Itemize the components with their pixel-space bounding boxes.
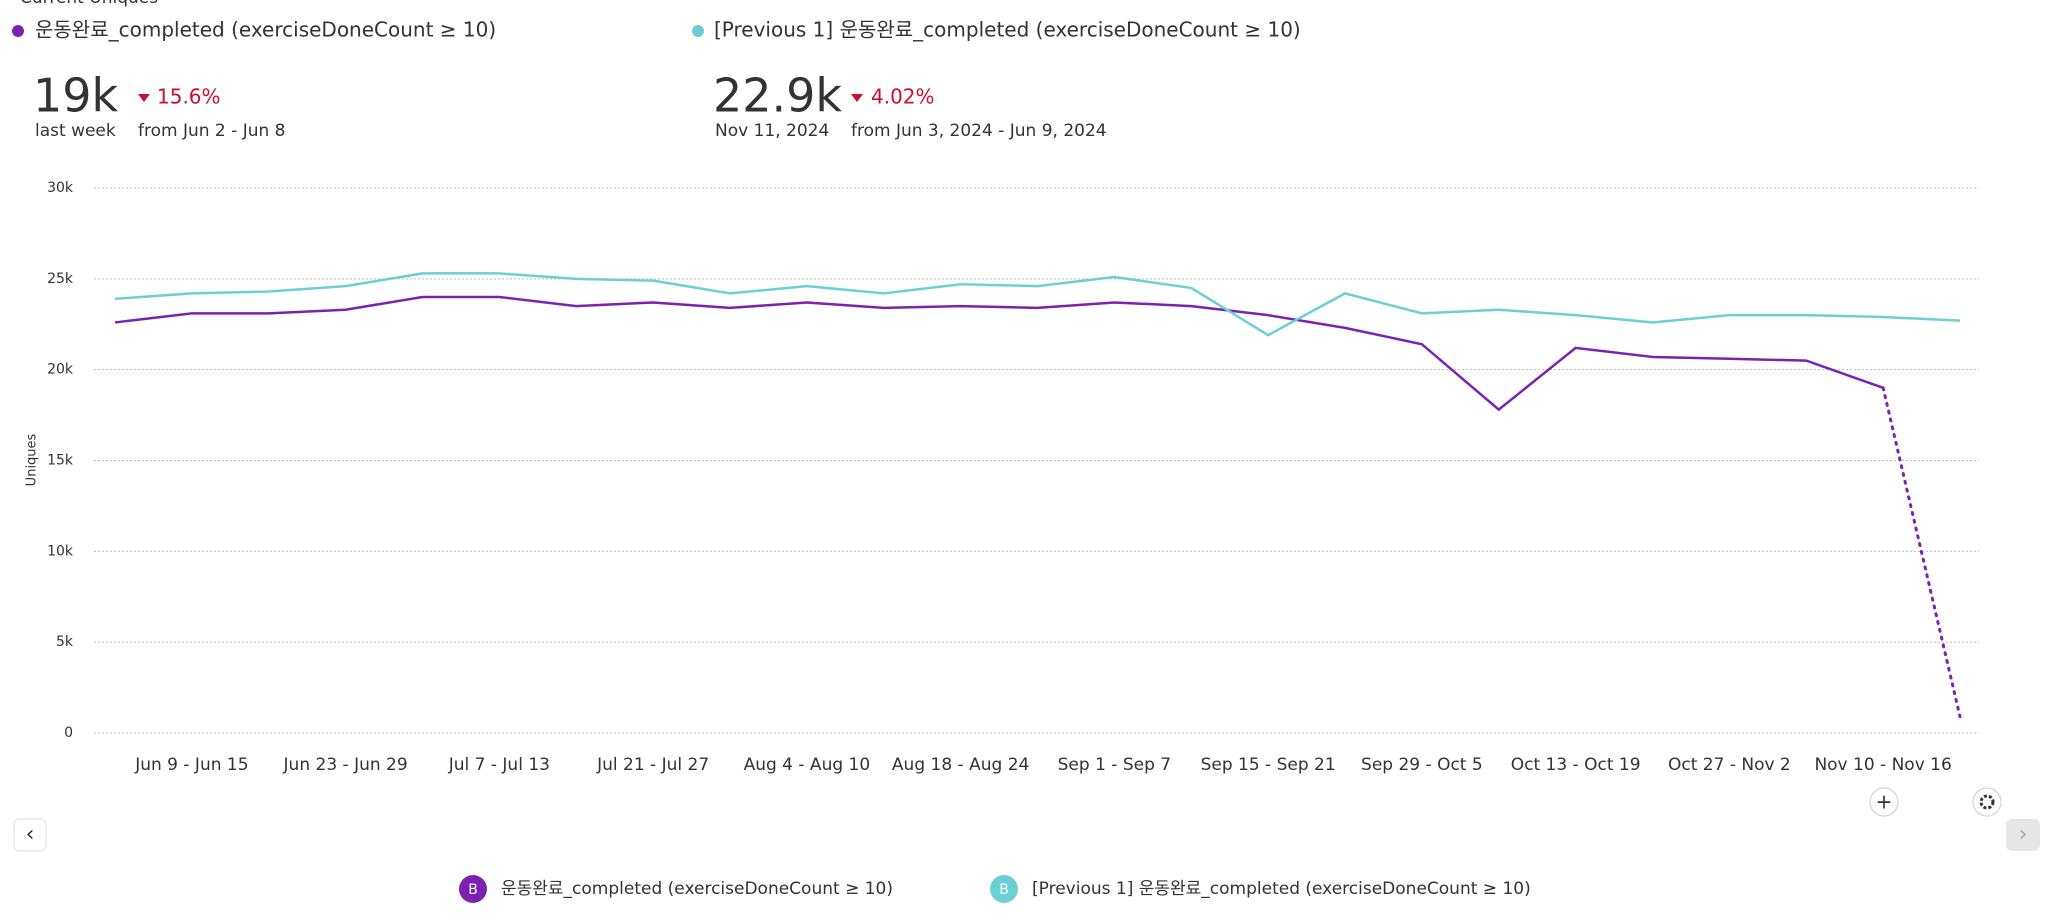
- x-tick-label: Jul 7 - Jul 13: [448, 755, 550, 775]
- x-tick-label: Jul 21 - Jul 27: [596, 755, 709, 775]
- kpi-change: 4.02%: [871, 85, 935, 109]
- down-arrow: [138, 94, 150, 102]
- y-tick-label: 0: [64, 725, 73, 741]
- kpi-comparison: from Jun 3, 2024 - Jun 9, 2024: [851, 121, 1107, 141]
- settings-button[interactable]: [1972, 787, 2002, 817]
- header-title: Current Uniques: [20, 0, 158, 8]
- x-tick-label: Aug 4 - Aug 10: [744, 755, 871, 775]
- legend-label: 운동완료_completed (exerciseDoneCount ≥ 10): [35, 18, 496, 42]
- legend-badge: [459, 875, 487, 903]
- kpi-value: 19k: [33, 69, 119, 123]
- y-tick-label: 25k: [47, 271, 74, 287]
- prev-label[interactable]: ‹: [26, 822, 35, 847]
- x-tick-label: Aug 18 - Aug 24: [892, 755, 1029, 775]
- x-tick-label: Jun 9 - Jun 15: [134, 755, 248, 775]
- series-line: [114, 295, 1884, 412]
- legend-label: [Previous 1] 운동완료_completed (exerciseDon…: [714, 18, 1301, 42]
- prev-button[interactable]: [13, 818, 47, 852]
- x-tick-label: Sep 29 - Oct 5: [1361, 755, 1483, 775]
- legend-dot: [12, 25, 24, 37]
- legend-badge: [990, 875, 1018, 903]
- y-axis-label: Uniques: [25, 433, 40, 486]
- down-arrow: [851, 94, 863, 102]
- y-tick-label: 15k: [47, 453, 74, 469]
- gear-icon: [1979, 794, 1995, 810]
- y-tick-label: 20k: [47, 362, 74, 378]
- y-tick-label: 5k: [56, 634, 74, 650]
- add-button[interactable]: [1869, 787, 1899, 817]
- next-label[interactable]: ›: [2019, 822, 2028, 847]
- y-tick-label: 10k: [47, 543, 74, 559]
- kpi-caption: Nov 11, 2024: [715, 121, 829, 141]
- kpi-value: 22.9k: [713, 69, 842, 123]
- x-tick-label: Oct 27 - Nov 2: [1668, 755, 1791, 775]
- x-tick-label: Nov 10 - Nov 16: [1814, 755, 1951, 775]
- kpi-comparison: from Jun 2 - Jun 8: [138, 121, 285, 141]
- series-line-incomplete: [1881, 386, 1962, 719]
- legend-badge-label: B: [999, 882, 1009, 898]
- legend-dot: [692, 25, 704, 37]
- x-tick-label: Sep 15 - Sep 21: [1201, 755, 1336, 775]
- kpi-change: 15.6%: [157, 85, 221, 109]
- kpi-caption: last week: [35, 121, 116, 141]
- legend-badge-label: B: [468, 882, 478, 898]
- next-button[interactable]: [2006, 819, 2040, 851]
- bottom-legend-label[interactable]: 운동완료_completed (exerciseDoneCount ≥ 10): [501, 879, 893, 899]
- bottom-legend-label[interactable]: [Previous 1] 운동완료_completed (exerciseDon…: [1032, 879, 1531, 899]
- x-tick-label: Jun 23 - Jun 29: [283, 755, 408, 775]
- y-tick-label: 30k: [47, 180, 74, 196]
- x-tick-label: Sep 1 - Sep 7: [1058, 755, 1171, 775]
- x-tick-label: Oct 13 - Oct 19: [1511, 755, 1641, 775]
- series-line: [114, 272, 1961, 337]
- add-button-label[interactable]: +: [1876, 790, 1893, 814]
